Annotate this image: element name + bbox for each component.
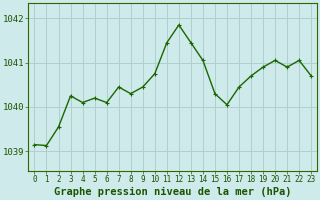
X-axis label: Graphe pression niveau de la mer (hPa): Graphe pression niveau de la mer (hPa) <box>54 187 292 197</box>
